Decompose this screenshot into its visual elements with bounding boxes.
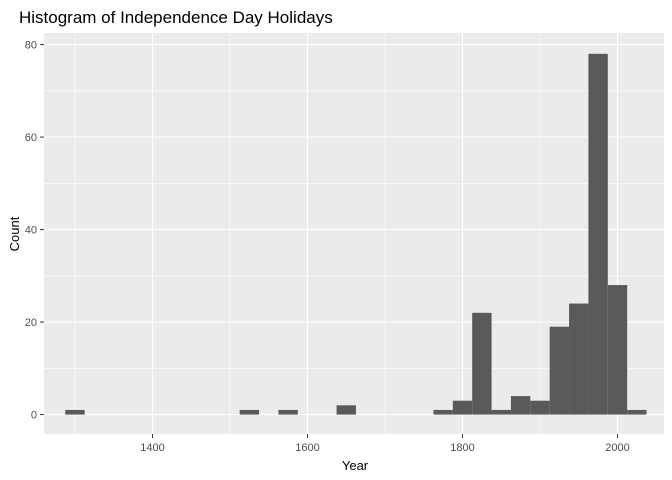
y-axis-label: Count	[7, 216, 22, 251]
histogram-bar	[65, 409, 85, 415]
y-tick-label: 40	[25, 225, 37, 237]
x-tick-label: 2000	[605, 442, 629, 454]
minor-gridlines	[44, 33, 664, 434]
histogram-bar	[627, 409, 647, 415]
x-tick-label: 1400	[140, 442, 164, 454]
histogram-bar	[588, 53, 608, 415]
histogram-bar	[491, 409, 511, 415]
histogram-bar	[569, 303, 589, 415]
x-axis-label: Year	[342, 458, 369, 473]
y-tick-label: 60	[25, 132, 37, 144]
histogram-bar	[336, 405, 356, 415]
x-tick-label: 1800	[450, 442, 474, 454]
histogram-bar	[472, 312, 492, 415]
major-gridlines	[44, 33, 664, 434]
y-tick-label: 20	[25, 317, 37, 329]
x-axis-ticks: 1400 1600 1800 2000	[140, 434, 630, 454]
histogram-bar	[510, 396, 531, 415]
histogram-bar	[530, 400, 550, 415]
bars	[65, 53, 647, 415]
histogram-bar	[433, 409, 453, 415]
y-tick-label: 0	[31, 410, 37, 422]
histogram-bar	[239, 409, 260, 415]
chart-title: Histogram of Independence Day Holidays	[19, 8, 333, 27]
y-axis-ticks: 0 20 40 60 80	[25, 40, 44, 422]
histogram-bar	[278, 409, 298, 415]
histogram-bar	[549, 326, 570, 415]
histogram-bar	[452, 400, 473, 415]
histogram-bar	[607, 285, 628, 415]
y-tick-label: 80	[25, 40, 37, 52]
x-tick-label: 1600	[295, 442, 319, 454]
